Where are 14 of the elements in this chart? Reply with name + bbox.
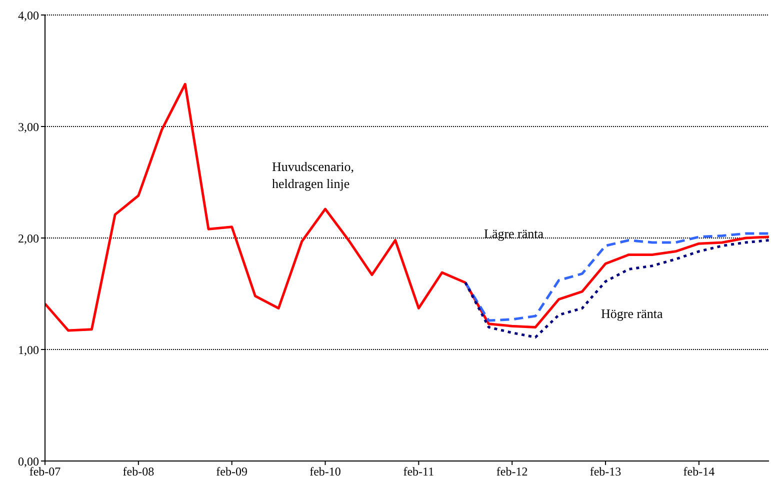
x-tick-label: feb-10 [310,464,341,479]
x-tick-label: feb-12 [496,464,528,479]
y-tick-label: 1,00 [18,342,39,357]
y-tick-label: 3,00 [18,120,39,134]
x-tick-label: feb-09 [216,464,248,479]
annotation: Huvudscenario, heldragen linje [272,158,354,192]
x-tick-label: feb-08 [122,464,154,479]
x-tick-label: feb-13 [590,464,622,479]
y-tick-label: 2,00 [18,231,39,246]
y-tick-label: 4,00 [18,8,39,22]
annotation: Högre ränta [601,305,663,322]
x-tick-label: feb-14 [683,464,715,479]
line-series [45,82,769,332]
x-tick-label: feb-11 [403,464,434,479]
